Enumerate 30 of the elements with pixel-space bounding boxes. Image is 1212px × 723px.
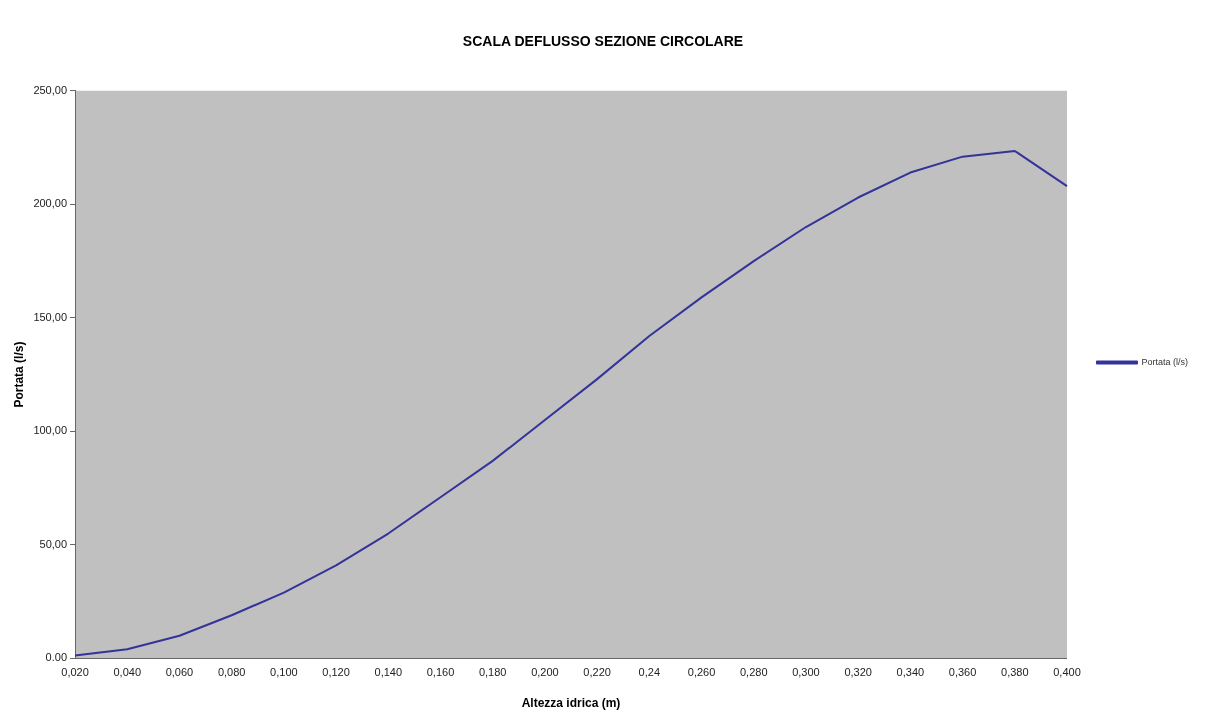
x-tick-label: 0,260	[687, 666, 716, 679]
x-tick-label: 0,020	[61, 666, 89, 679]
x-tick-label: 0,180	[478, 666, 507, 679]
y-tick-label: 200,00	[33, 197, 68, 210]
x-tick-label: 0,160	[426, 666, 455, 679]
y-tick-label: 0.00	[45, 651, 68, 664]
x-tick-label: 0,080	[217, 666, 246, 679]
x-axis-title: Altezza idrica (m)	[521, 696, 621, 711]
x-tick-label: 0,24	[638, 666, 661, 679]
x-tick-label: 0,400	[1053, 666, 1081, 679]
x-tick-label: 0,340	[896, 666, 925, 679]
y-axis-title: Portata (l/s)	[11, 341, 26, 408]
x-tick-label: 0,280	[739, 666, 768, 679]
y-tick-label: 100,00	[33, 424, 68, 437]
x-tick-label: 0,060	[165, 666, 194, 679]
chart-title: SCALA DEFLUSSO SEZIONE CIRCOLARE	[462, 33, 744, 50]
x-tick-label: 0,380	[1001, 666, 1029, 679]
x-tick-label: 0,300	[792, 666, 820, 679]
y-tick-label: 250,00	[33, 83, 68, 96]
x-tick-label: 0,320	[844, 666, 872, 679]
y-tick-label: 150,00	[33, 310, 68, 323]
x-tick-label: 0,360	[948, 666, 977, 679]
x-tick-label: 0,120	[322, 666, 350, 679]
x-tick-label: 0,140	[374, 666, 403, 679]
x-tick-label: 0,040	[113, 666, 142, 679]
legend-label: Portata (l/s)	[1141, 356, 1188, 367]
y-tick-label: 50,00	[39, 537, 68, 550]
x-tick-label: 0,220	[583, 666, 611, 679]
x-tick-label: 0,100	[270, 666, 298, 679]
x-tick-label: 0,200	[531, 666, 559, 679]
